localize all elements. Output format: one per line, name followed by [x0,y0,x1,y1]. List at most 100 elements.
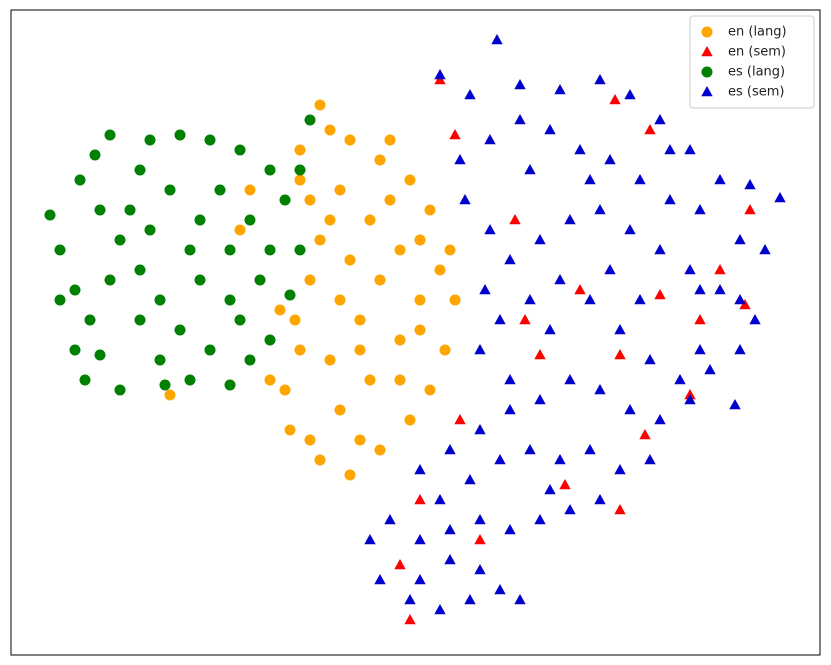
circle-point [164,184,176,196]
legend-label: en (lang) [728,25,787,40]
circle-point [414,294,426,306]
circle-point [234,224,246,236]
triangle-point [684,144,696,155]
circle-point [334,294,346,306]
circle-point [279,194,291,206]
triangle-point [584,294,596,305]
triangle-point [584,174,596,185]
circle-point [279,384,291,396]
triangle-point [554,84,566,95]
circle-point [89,149,101,161]
triangle-point [734,234,746,245]
triangle-point [491,34,503,45]
circle-point [154,294,166,306]
circle-point [324,354,336,366]
triangle-point [684,394,696,405]
triangle-point [524,164,536,175]
triangle-point [414,534,426,545]
circle-point [374,154,386,166]
circle-point [289,314,301,326]
triangle-point [759,244,771,255]
triangle-point [564,374,576,385]
circle-point [224,379,236,391]
circle-point [394,374,406,386]
circle-point [204,344,216,356]
legend-label: en (sem) [728,45,786,60]
triangle-point [604,264,616,275]
triangle-point [519,314,531,325]
circle-point [44,209,56,221]
circle-point [174,129,186,141]
triangle-point [394,559,406,570]
circle-point [134,164,146,176]
circle-point [284,424,296,436]
circle-point [414,234,426,246]
triangle-point [614,349,626,360]
points [44,34,786,625]
circle-point [374,444,386,456]
triangle-point [734,294,746,305]
circle-point [404,174,416,186]
triangle-point [654,244,666,255]
circle-point [284,289,296,301]
triangle-point [494,454,506,465]
circle-point [114,384,126,396]
triangle-point [474,564,486,575]
circle-point [364,374,376,386]
triangle-point [574,284,586,295]
triangle-point [564,504,576,515]
legend-marker [701,66,713,78]
circle-point [154,354,166,366]
triangle-point [684,264,696,275]
triangle-point [464,89,476,100]
circle-point [444,244,456,256]
triangle-point [434,69,446,80]
triangle-point [594,494,606,505]
triangle-point [374,574,386,585]
triangle-point [654,289,666,300]
circle-point [224,244,236,256]
circle-point [234,144,246,156]
triangle-point [544,484,556,495]
triangle-point [444,554,456,565]
circle-point [79,374,91,386]
triangle-point [534,234,546,245]
circle-point [334,404,346,416]
triangle-point [414,464,426,475]
circle-point [264,164,276,176]
triangle-point [554,274,566,285]
circle-point [254,274,266,286]
circle-point [144,224,156,236]
circle-point [104,129,116,141]
triangle-point [494,584,506,595]
circle-point [314,99,326,111]
triangle-point [444,444,456,455]
circle-point [244,184,256,196]
triangle-point [634,294,646,305]
circle-point [344,469,356,481]
circle-point [394,334,406,346]
circle-point [54,294,66,306]
triangle-point [364,534,376,545]
triangle-point [444,524,456,535]
circle-point [244,214,256,226]
triangle-point [474,534,486,545]
triangle-point [674,374,686,385]
circle-point [214,184,226,196]
triangle-point [414,574,426,585]
triangle-point [664,144,676,155]
legend: en (lang) en (sem) es (lang) es (sem) [689,15,815,109]
triangle-point [774,192,786,203]
triangle-point [404,614,416,625]
legend-marker [701,86,713,97]
circle-point [294,144,306,156]
triangle-point [454,154,466,165]
triangle-point [694,204,706,215]
circle-point [134,264,146,276]
circle-point [264,334,276,346]
circle-point [324,214,336,226]
triangle-point [524,294,536,305]
circle-point [344,254,356,266]
triangle-point [414,494,426,505]
